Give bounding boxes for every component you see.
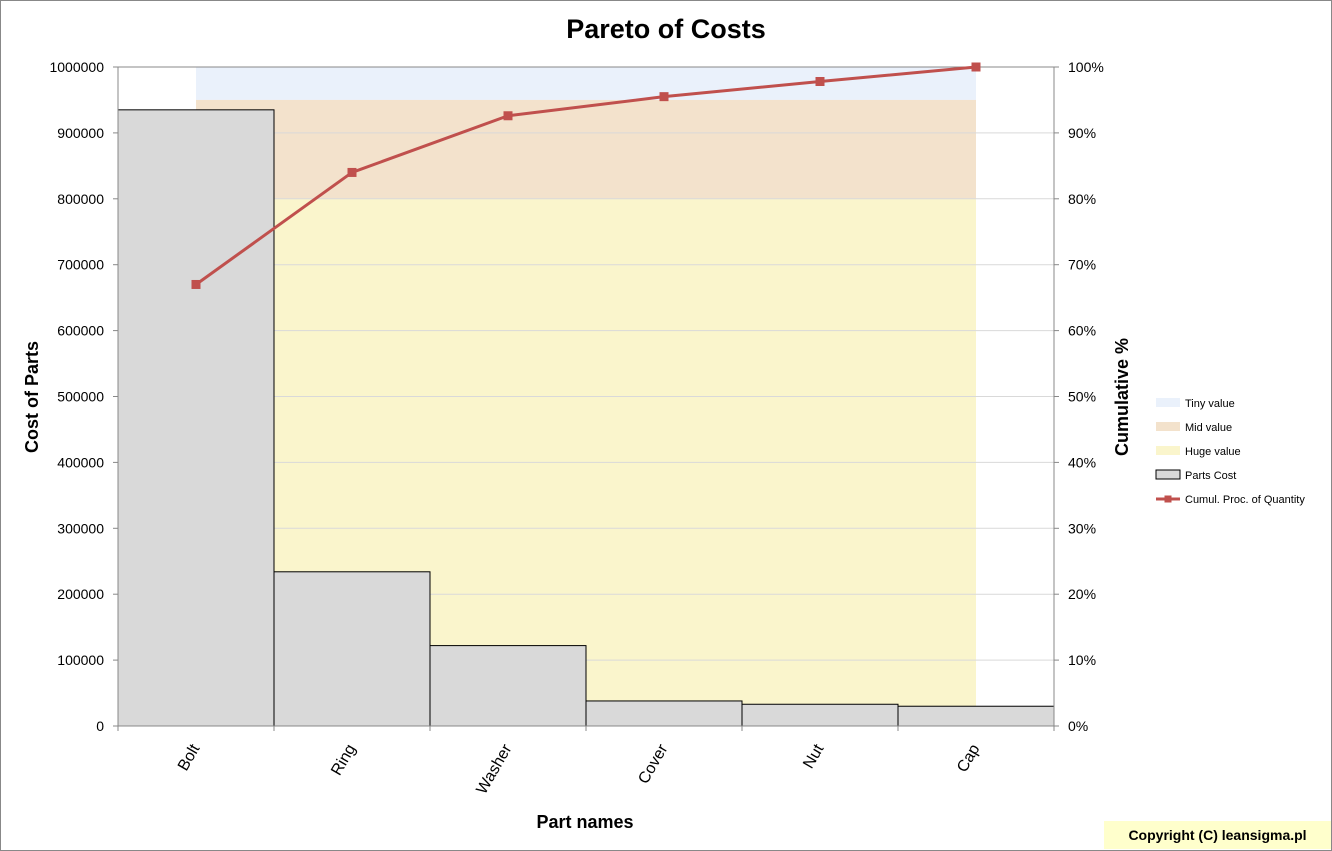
legend-label: Tiny value <box>1185 398 1235 410</box>
cumulative-line <box>195 65 977 286</box>
y-tick-label: 400000 <box>57 454 104 470</box>
y-axis-title: Cost of Parts <box>22 341 42 453</box>
y-tick-label: 600000 <box>57 323 104 339</box>
cumulative-point-bolt <box>191 279 201 289</box>
y-tick-label: 100000 <box>57 652 104 668</box>
legend-swatch-cumulative-marker <box>1164 495 1172 503</box>
legend-label: Parts Cost <box>1185 470 1236 482</box>
legend-swatch-parts-cost <box>1155 469 1181 480</box>
axes <box>113 66 1059 731</box>
y2-tick-label: 20% <box>1068 586 1096 602</box>
bar-cover <box>585 700 743 727</box>
legend-swatch-tiny-value <box>1156 398 1180 407</box>
cumulative-point-cover <box>659 92 669 102</box>
legend-label: Huge value <box>1185 446 1241 458</box>
y-tick-label: 1000000 <box>49 59 104 75</box>
bar-ring <box>273 571 431 727</box>
y-tick-label: 800000 <box>57 191 104 207</box>
y-tick-label: 500000 <box>57 389 104 405</box>
y2-tick-label: 30% <box>1068 520 1096 536</box>
y-tick-label: 900000 <box>57 125 104 141</box>
cumulative-point-ring <box>347 167 357 177</box>
bar-cap <box>897 705 1055 727</box>
bar-washer <box>429 645 587 727</box>
y2-tick-label: 50% <box>1068 389 1096 405</box>
y2-tick-label: 90% <box>1068 125 1096 141</box>
cumulative-point-nut <box>815 76 825 86</box>
y-tick-label: 200000 <box>57 586 104 602</box>
y2-tick-label: 60% <box>1068 323 1096 339</box>
cumulative-point-cap <box>971 62 981 72</box>
y2-tick-label: 40% <box>1068 454 1096 470</box>
band-mid-value <box>196 99 976 199</box>
chart-title: Pareto of Costs <box>566 14 766 44</box>
y-tick-label: 700000 <box>57 257 104 273</box>
y2-tick-label: 0% <box>1068 718 1088 734</box>
bar-bolt <box>117 109 275 727</box>
y2-axis-title: Cumulative % <box>1112 338 1132 456</box>
y-tick-label: 300000 <box>57 520 104 536</box>
line-series <box>191 62 981 289</box>
y2-tick-label: 70% <box>1068 257 1096 273</box>
band-tiny-value <box>196 67 976 100</box>
legend: Tiny value Mid value Huge value Parts Cost C… <box>1155 398 1305 506</box>
copyright-notice: Copyright (C) leansigma.pl <box>1104 821 1331 849</box>
bar-series <box>117 109 1055 727</box>
legend-swatch-huge-value <box>1156 446 1180 455</box>
cumulative-point-washer <box>503 111 513 121</box>
legend-swatch-mid-value <box>1156 422 1180 431</box>
y-tick-label: 0 <box>96 718 104 734</box>
y2-tick-label: 10% <box>1068 652 1096 668</box>
y2-tick-label: 80% <box>1068 191 1096 207</box>
y2-tick-label: 100% <box>1068 59 1104 75</box>
bar-nut <box>741 703 899 727</box>
x-axis-title: Part names <box>536 812 633 832</box>
legend-label: Cumul. Proc. of Quantity <box>1185 494 1305 506</box>
legend-label: Mid value <box>1185 422 1232 434</box>
